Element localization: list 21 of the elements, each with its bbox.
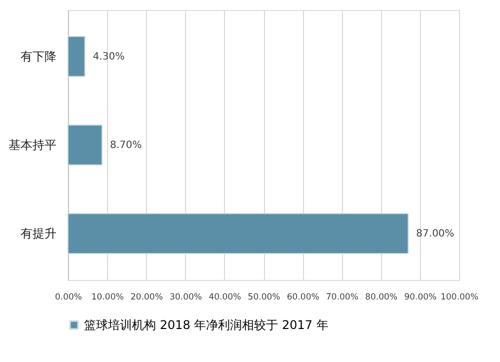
data-label: 4.30% [92, 51, 125, 62]
x-tick-label: 40.00% [208, 292, 242, 302]
x-tick-label: 0.00% [54, 292, 82, 302]
data-label: 8.70% [110, 140, 142, 151]
bar [68, 124, 103, 166]
y-tick-label: 有下降 [20, 49, 56, 64]
x-tick-label: 10.00% [91, 292, 124, 302]
x-tick-label: 30.00% [170, 292, 202, 302]
x-tick-label: 60.00% [286, 292, 320, 302]
y-tick-label: 基本持平 [8, 138, 56, 152]
x-tick-label: 50.00% [248, 292, 280, 302]
bar [68, 36, 86, 77]
x-tick-label: 90.00% [404, 292, 437, 302]
y-tick-label: 有提升 [20, 226, 56, 241]
data-label: 87.00% [416, 228, 454, 240]
x-tick-label: 100.00% [440, 292, 478, 302]
x-tick-label: 70.00% [326, 292, 358, 302]
legend-label: 篮球培训机构 2018 年净利润相较于 2017 年 [84, 318, 328, 332]
x-tick-label: 20.00% [130, 292, 163, 302]
bar [68, 213, 409, 254]
x-tick-label: 80.00% [365, 292, 398, 302]
